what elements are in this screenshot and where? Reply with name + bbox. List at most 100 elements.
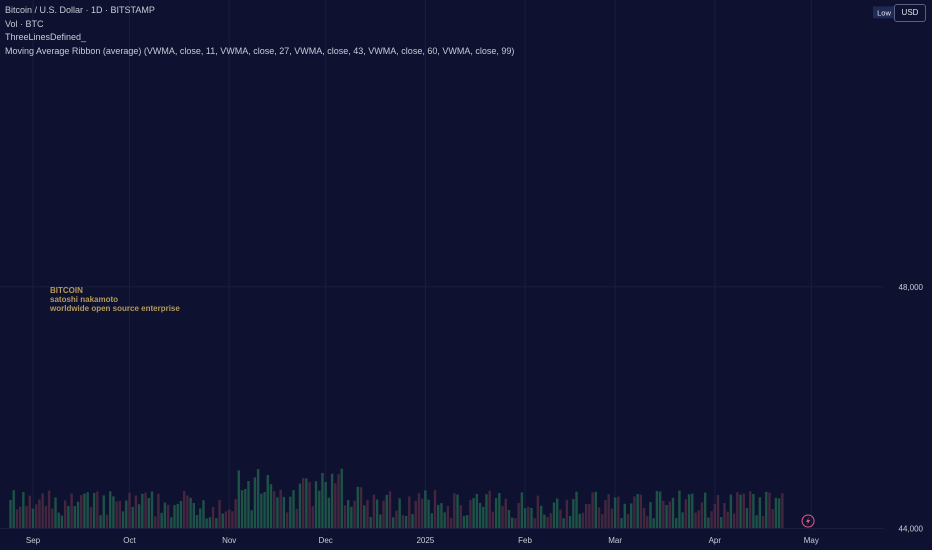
volume-bar — [678, 490, 681, 528]
volume-bar — [662, 500, 665, 528]
volume-bar — [96, 491, 99, 528]
watermark: BITCOIN satoshi nakamoto worldwide open … — [50, 286, 180, 313]
price-axis[interactable]: 124,000120,000116,000112,000108,000104,0… — [894, 0, 924, 534]
volume-bar — [617, 496, 620, 528]
volume-bar — [80, 495, 83, 528]
volume-bar — [54, 497, 57, 528]
volume-bar — [723, 503, 726, 528]
volume-bar — [340, 468, 343, 528]
volume-bar — [732, 513, 736, 528]
currency-button[interactable]: USD — [894, 4, 926, 22]
volume-bar — [491, 511, 495, 528]
volume-bar — [437, 504, 440, 528]
volume-bar — [227, 509, 231, 528]
time-tick-label: Apr — [709, 536, 722, 545]
volume-bar — [234, 499, 237, 528]
volume-bar — [694, 512, 697, 528]
volume-bar — [633, 496, 636, 528]
volume-bar — [170, 517, 173, 528]
volume-bar — [266, 474, 269, 528]
volume-bar — [334, 483, 337, 528]
volume-bar — [285, 512, 289, 528]
volume-bar — [527, 506, 530, 528]
lightning-icon — [806, 517, 811, 525]
volume-bar — [44, 506, 48, 528]
volume-bar — [720, 517, 723, 528]
volume-bar — [433, 490, 437, 528]
volume-bar — [182, 491, 186, 528]
volume-bar — [57, 512, 60, 528]
volume-bar — [121, 511, 125, 528]
volume-bar — [774, 497, 778, 528]
volume-bar — [195, 515, 199, 528]
volume-bar — [221, 513, 224, 528]
volume-bar — [556, 498, 559, 528]
volume-bar — [67, 505, 70, 528]
volume-bar — [382, 500, 385, 528]
volume-bar — [443, 512, 446, 528]
volume-bar — [456, 494, 459, 528]
event-icon — [801, 514, 815, 528]
volume-bar — [607, 494, 610, 528]
volume-bar — [469, 499, 472, 528]
volume-bar — [658, 491, 662, 528]
volume-bar — [668, 501, 671, 528]
low-marker-label-bg — [873, 6, 895, 19]
volume-bar — [742, 493, 745, 528]
volume-bar — [353, 500, 356, 528]
volume-bar — [366, 500, 369, 528]
volume-bar — [675, 518, 678, 528]
volume-bar — [308, 482, 311, 528]
volume-bar — [208, 517, 212, 528]
volume-bar — [520, 492, 524, 528]
volume-indicator-label[interactable]: Vol · BTC — [5, 18, 44, 29]
volume-bar — [231, 511, 234, 528]
volume-bar — [99, 515, 102, 528]
time-tick-label: Mar — [608, 536, 622, 545]
volume-bar — [244, 488, 247, 528]
volume-bar — [379, 514, 382, 528]
volume-bar — [215, 518, 218, 528]
volume-bar — [710, 511, 713, 528]
volume-bar — [755, 515, 758, 528]
volume-bar — [38, 499, 41, 528]
volume-bar — [375, 499, 379, 528]
volume-bar — [173, 505, 176, 528]
volume-bar — [395, 510, 398, 528]
volume-bar — [150, 491, 154, 528]
volume-bar — [414, 500, 417, 528]
volume-bar — [118, 501, 122, 528]
volume-bar — [485, 494, 488, 528]
volume-bar — [748, 491, 752, 528]
volume-bar — [218, 500, 221, 528]
volume-bar — [771, 509, 774, 528]
symbol-title[interactable]: Bitcoin / U.S. Dollar · 1D · BITSTAMP — [5, 5, 155, 15]
volume-bar — [594, 491, 598, 528]
volume-bar — [549, 513, 552, 528]
volume-bar — [318, 490, 321, 528]
volume-bar — [475, 493, 479, 528]
three-lines-indicator-label[interactable]: ThreeLinesDefined_ — [5, 32, 87, 42]
volume-bar — [758, 497, 762, 528]
volume-bar — [247, 481, 250, 528]
volume-bar — [192, 502, 196, 528]
volume-bar — [546, 517, 549, 528]
volume-bar — [552, 502, 556, 528]
volume-bar — [584, 503, 588, 528]
volume-bar — [671, 497, 675, 528]
volume-bar — [765, 491, 768, 528]
volume-bar — [408, 496, 411, 528]
time-axis[interactable]: Sep Oct Nov Dec 2025 Feb Mar Apr May — [26, 536, 819, 545]
volume-bar — [430, 513, 433, 528]
volume-bar — [752, 494, 755, 528]
volume-bar — [575, 491, 578, 528]
volume-bar — [639, 494, 643, 528]
chart-legend: Bitcoin / U.S. Dollar · 1D · BITSTAMP Vo… — [5, 4, 514, 58]
volume-bar — [494, 498, 498, 528]
watermark-line-2: satoshi nakamoto — [50, 295, 119, 304]
volume-bar — [620, 518, 623, 528]
volume-bar — [12, 490, 15, 528]
ma-ribbon-indicator-label[interactable]: Moving Average Ribbon (average) (VWMA, c… — [5, 45, 515, 56]
volume-bar — [273, 491, 276, 528]
